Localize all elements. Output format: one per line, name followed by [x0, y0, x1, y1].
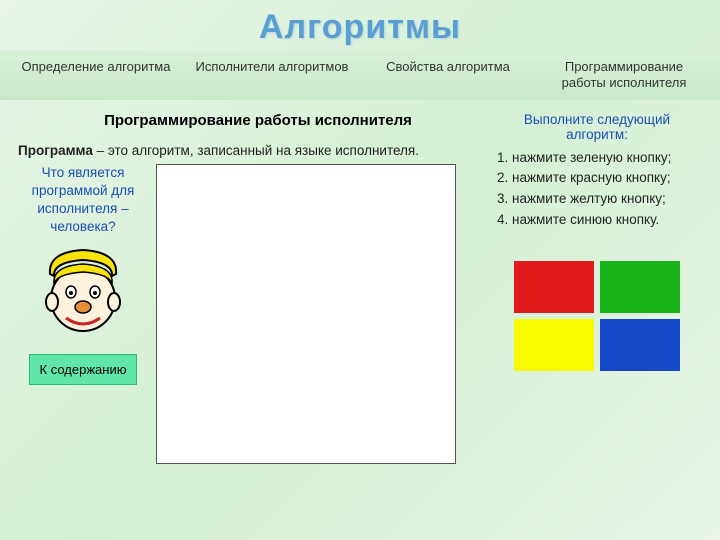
definition-rest: – это алгоритм, записанный на языке испо…	[93, 143, 419, 158]
toc-button-label: К содержанию	[40, 362, 127, 377]
definition-text: Программа – это алгоритм, записанный на …	[18, 143, 478, 158]
yellow-button[interactable]	[514, 319, 594, 371]
instructions-heading: Выполните следующий алгоритм:	[492, 112, 702, 142]
tab-label: Программирование работы исполнителя	[562, 59, 687, 90]
list-item: нажмите синюю кнопку.	[512, 210, 702, 231]
tab-executors[interactable]: Исполнители алгоритмов	[184, 57, 360, 94]
output-box	[156, 164, 456, 464]
question-column: Что является программой для исполнителя …	[18, 164, 148, 386]
person-face-icon	[38, 244, 128, 344]
red-button[interactable]	[514, 261, 594, 313]
green-button[interactable]	[600, 261, 680, 313]
color-button-grid	[514, 261, 702, 371]
page-title: Алгоритмы	[0, 0, 720, 51]
list-item: нажмите зеленую кнопку;	[512, 148, 702, 169]
blue-button[interactable]	[600, 319, 680, 371]
lower-row: Что является программой для исполнителя …	[18, 164, 478, 464]
list-item: нажмите желтую кнопку;	[512, 189, 702, 210]
toc-button[interactable]: К содержанию	[29, 354, 138, 385]
tab-properties[interactable]: Свойства алгоритма	[360, 57, 536, 94]
tab-label: Свойства алгоритма	[386, 59, 510, 74]
list-item: нажмите красную кнопку;	[512, 168, 702, 189]
section-heading: Программирование работы исполнителя	[38, 112, 478, 129]
question-text: Что является программой для исполнителя …	[18, 164, 148, 237]
tab-definition[interactable]: Определение алгоритма	[8, 57, 184, 94]
definition-term: Программа	[18, 143, 93, 158]
tab-programming[interactable]: Программирование работы исполнителя	[536, 57, 712, 94]
right-column: Выполните следующий алгоритм: нажмите зе…	[492, 112, 702, 464]
left-column: Программирование работы исполнителя Прог…	[18, 112, 478, 464]
content-area: Программирование работы исполнителя Прог…	[0, 100, 720, 464]
tabs-bar: Определение алгоритма Исполнители алгори…	[0, 51, 720, 100]
instructions-list: нажмите зеленую кнопку; нажмите красную …	[492, 148, 702, 232]
tab-label: Определение алгоритма	[22, 59, 171, 74]
tab-label: Исполнители алгоритмов	[196, 59, 349, 74]
